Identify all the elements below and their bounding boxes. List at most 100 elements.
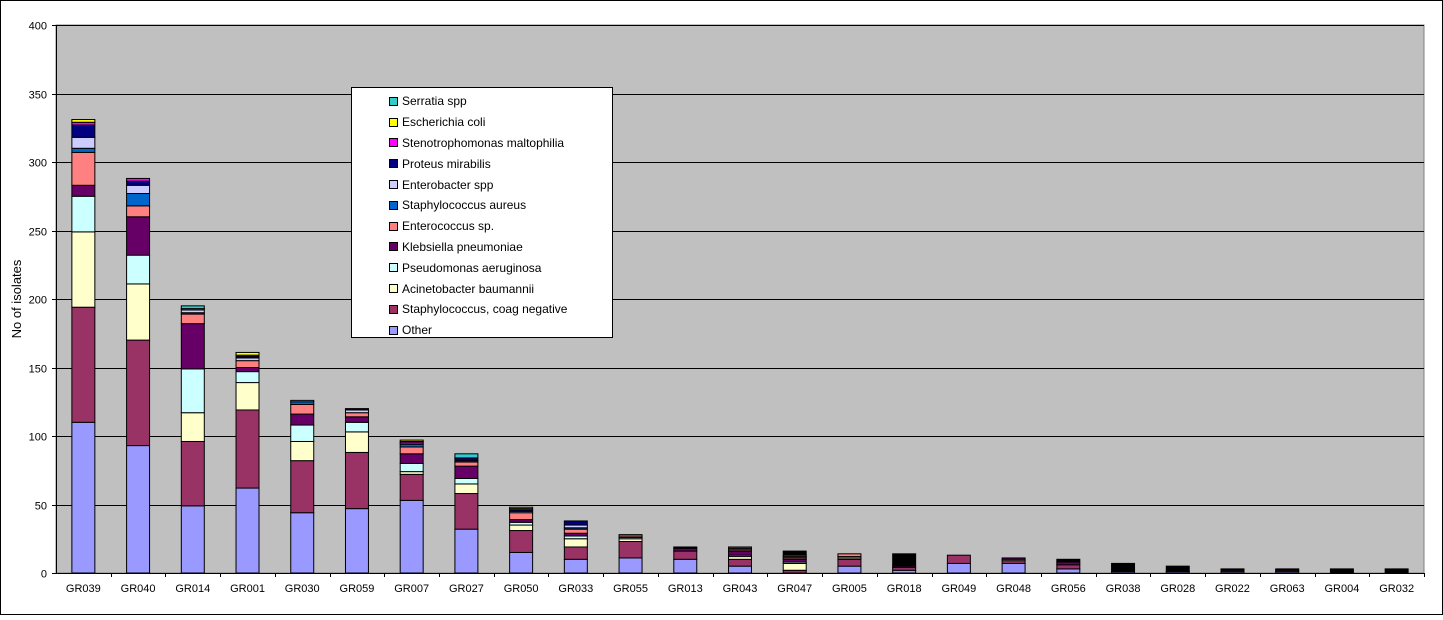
bar-segment — [1275, 568, 1300, 571]
x-tick-label: GR014 — [175, 583, 210, 595]
bar-segment — [563, 528, 588, 534]
bar-segment — [126, 339, 151, 447]
bar-segment — [126, 205, 151, 218]
bar-segment — [126, 180, 151, 186]
bar-segment — [399, 462, 424, 473]
bar-segment — [290, 440, 315, 462]
bar-segment — [1056, 558, 1081, 563]
bar-segment — [344, 412, 369, 418]
bar-segment — [344, 408, 369, 411]
bar-segment — [1384, 568, 1409, 574]
legend-label: Serratia spp — [402, 94, 467, 109]
bar-segment — [399, 453, 424, 464]
x-tick-label: GR047 — [777, 583, 812, 595]
x-tick-label: GR028 — [1160, 583, 1195, 595]
bar-segment — [235, 487, 260, 574]
bar-segment — [126, 445, 151, 574]
bar-segment — [673, 546, 698, 549]
bar-segment — [782, 562, 807, 571]
x-tick-label: GR063 — [1270, 583, 1305, 595]
y-tick-label: 0 — [41, 569, 47, 581]
bar-segment — [126, 254, 151, 285]
bar-segment — [235, 371, 260, 384]
x-tick-label: GR001 — [230, 583, 265, 595]
bar-segment — [1001, 562, 1026, 574]
legend-item: Stenotrophomonas maltophilia — [352, 133, 612, 154]
bar-segment — [892, 553, 917, 567]
bar-segment — [180, 440, 205, 507]
bar-segment — [454, 528, 479, 574]
bar-segment — [180, 313, 205, 325]
legend-swatch — [389, 263, 398, 273]
bar-segment — [618, 557, 643, 574]
legend-swatch — [389, 96, 398, 106]
bar-segment — [344, 431, 369, 453]
bar-segment — [180, 368, 205, 414]
bar-segment — [126, 216, 151, 256]
bar-segment — [728, 565, 752, 574]
bar-segment — [126, 193, 151, 207]
bar-segment — [180, 305, 205, 310]
x-tick-label: GR059 — [340, 583, 375, 595]
bar-segment — [509, 506, 534, 510]
bar-segment — [71, 195, 96, 233]
legend-item: Escherichia coli — [352, 112, 612, 133]
bar-segment — [1056, 568, 1081, 574]
bar-segment — [71, 147, 96, 153]
y-axis-title: No of isolates — [9, 259, 24, 338]
legend-item: Enterococcus sp. — [352, 216, 612, 237]
x-tick-label: GR027 — [449, 583, 484, 595]
bar-segment — [837, 565, 862, 574]
legend-swatch — [389, 159, 398, 169]
legend-label: Enterococcus sp. — [402, 219, 495, 234]
legend-swatch — [389, 304, 398, 314]
bar-segment — [454, 465, 479, 479]
legend-swatch — [389, 180, 398, 190]
x-tick-label: GR013 — [668, 583, 703, 595]
bar-segment — [344, 451, 369, 510]
bar-segment — [180, 412, 205, 442]
bar-segment — [344, 421, 369, 433]
bar-segment — [71, 184, 96, 197]
y-tick-label: 400 — [29, 21, 47, 33]
legend-label: Escherichia coli — [402, 115, 486, 130]
x-tick-label: GR004 — [1324, 583, 1359, 595]
bar-segment — [126, 283, 151, 341]
bar-segment — [1001, 557, 1026, 560]
bar-segment — [563, 538, 588, 548]
bar-segment — [180, 323, 205, 370]
bar-segment — [290, 512, 315, 574]
bar-segment — [290, 399, 315, 403]
x-tick-label: GR030 — [285, 583, 320, 595]
bar-segment — [71, 124, 96, 138]
x-tick-label: GR055 — [613, 583, 648, 595]
bar-segment — [344, 508, 369, 574]
bar-segment — [673, 550, 698, 560]
legend-swatch — [389, 138, 398, 148]
bar-segment — [1329, 568, 1354, 574]
bar-segment — [344, 416, 369, 423]
bar-segment — [235, 382, 260, 411]
legend-item: Proteus mirabilis — [352, 153, 612, 174]
bar-segment — [1220, 568, 1245, 571]
x-tick-label: GR007 — [394, 583, 429, 595]
bar-segment — [290, 460, 315, 514]
x-tick-label: GR049 — [941, 583, 976, 595]
legend-label: Enterobacter spp — [402, 177, 494, 192]
bar-segment — [71, 151, 96, 186]
bar-segment — [673, 558, 698, 574]
legend-item: Enterobacter spp — [352, 174, 612, 195]
bar-segment — [454, 483, 479, 495]
x-tick-label: GR048 — [996, 583, 1031, 595]
bar-segment — [837, 553, 862, 558]
bar-segment — [126, 184, 151, 195]
bar-segment — [290, 403, 315, 415]
x-tick-label: GR005 — [832, 583, 867, 595]
bar-segment — [235, 360, 260, 368]
y-tick-label: 250 — [29, 227, 47, 239]
bar-segment — [782, 550, 807, 556]
x-tick-label: GR050 — [504, 583, 539, 595]
bar-segment — [1111, 562, 1136, 573]
